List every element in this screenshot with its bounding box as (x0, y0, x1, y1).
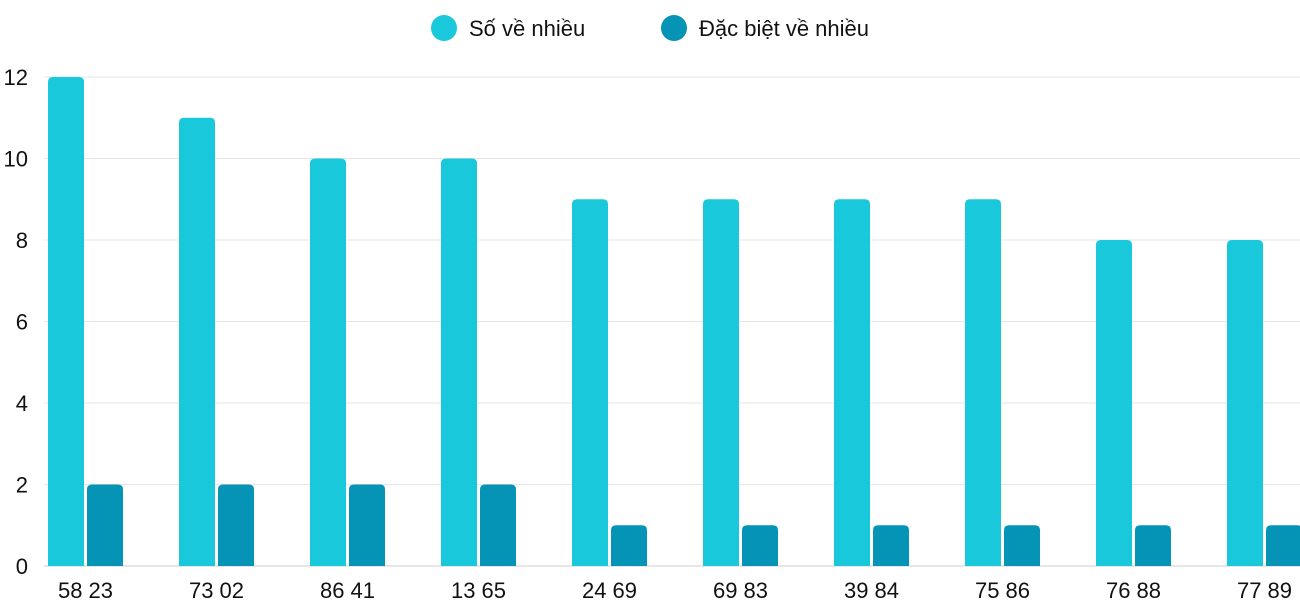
x-tick-label: 75 86 (975, 578, 1030, 600)
y-tick-label: 10 (4, 147, 28, 172)
x-tick-label: 58 23 (58, 578, 113, 600)
legend-marker-series-2 (661, 15, 687, 41)
x-tick-label: 76 88 (1106, 578, 1161, 600)
bar-series-1-24-69 (572, 199, 608, 566)
bar-series-1-69-83 (703, 199, 739, 566)
y-tick-label: 0 (16, 554, 28, 579)
bar-series-1-86-41 (310, 158, 346, 566)
bar-series-2-39-84 (873, 525, 909, 566)
y-tick-label: 8 (16, 228, 28, 253)
bar-series-2-77-89 (1266, 525, 1300, 566)
bar-series-1-76-88 (1096, 240, 1132, 566)
y-tick-label: 2 (16, 473, 28, 498)
x-tick-label: 39 84 (844, 578, 899, 600)
bar-series-1-13-65 (441, 158, 477, 566)
bar-series-2-75-86 (1004, 525, 1040, 566)
bar-series-1-75-86 (965, 199, 1001, 566)
bar-series-2-76-88 (1135, 525, 1171, 566)
y-axis: 0 2 4 6 8 10 12 (4, 65, 28, 579)
x-tick-label: 24 69 (582, 578, 637, 600)
bar-series-2-13-65 (480, 484, 516, 566)
bar-series-1-39-84 (834, 199, 870, 566)
x-tick-label: 86 41 (320, 578, 375, 600)
x-tick-label: 73 02 (189, 578, 244, 600)
x-tick-label: 69 83 (713, 578, 768, 600)
legend-label-series-2: Đặc biệt về nhiều (699, 16, 869, 41)
bar-series-2-58-23 (87, 484, 123, 566)
bar-series-2-86-41 (349, 484, 385, 566)
bar-series-1-58-23 (48, 77, 84, 566)
bar-series-1-73-02 (179, 117, 215, 566)
legend-marker-series-1 (431, 15, 457, 41)
bars (48, 77, 1300, 566)
gridlines (44, 76, 1300, 567)
bar-series-2-73-02 (218, 484, 254, 566)
x-tick-label: 13 65 (451, 578, 506, 600)
y-tick-label: 12 (4, 65, 28, 90)
bar-series-1-77-89 (1227, 240, 1263, 566)
bar-series-2-24-69 (611, 525, 647, 566)
x-axis: 58 23 73 02 86 41 13 65 24 69 69 83 39 84 75 86… (58, 578, 1292, 600)
y-tick-label: 4 (16, 391, 28, 416)
legend-label-series-1: Số về nhiều (469, 16, 585, 41)
bar-series-2-69-83 (742, 525, 778, 566)
x-tick-label: 77 89 (1237, 578, 1292, 600)
y-tick-label: 6 (16, 310, 28, 335)
legend: Số về nhiều Đặc biệt về nhiều (431, 15, 869, 41)
